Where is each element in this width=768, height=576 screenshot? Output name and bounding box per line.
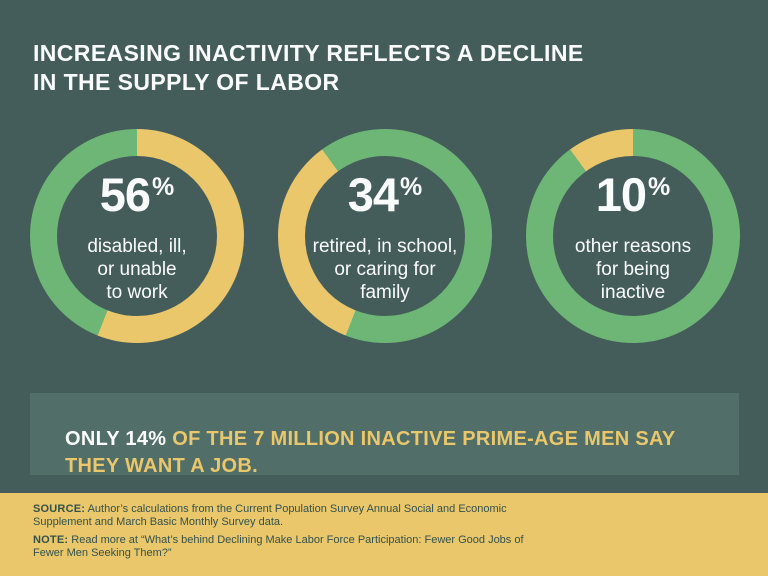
note-label: NOTE: [33,534,69,546]
donut-value-row: 34% [348,166,423,228]
callout-rest: OF THE 7 MILLION INACTIVE PRIME-AGE MEN … [65,428,676,477]
callout-box: ONLY 14% OF THE 7 MILLION INACTIVE PRIME… [30,393,739,477]
source-text: Author’s calculations from the Current P… [33,503,507,528]
percent-sign: % [400,173,423,201]
donut-label: disabled, ill, or unable to work [87,236,187,303]
donut-hole: 56% disabled, ill, or unable to work [57,156,217,316]
callout-highlight: ONLY 14% [65,428,167,450]
donut-value-row: 56% [100,166,175,228]
donut-label: other reasons for being inactive [574,236,692,303]
note-text: Read more at “What’s behind Declining Ma… [33,534,524,559]
note-note: NOTE: Read more at “What’s behind Declin… [33,534,541,560]
source-label: SOURCE: [33,503,86,515]
source-note: SOURCE: Author’s calculations from the C… [33,503,541,529]
percent-sign: % [152,173,175,201]
donut-hole: 10% other reasons for being inactive [553,156,713,316]
page-title: INCREASING INACTIVITY REFLECTS A DECLINE… [33,40,584,96]
donut-value: 34 [347,168,399,221]
donut-value: 56 [99,168,151,221]
donut-value: 10 [595,168,647,221]
donut-chart-disabled: 56% disabled, ill, or unable to work [30,129,244,343]
donut-chart-other: 10% other reasons for being inactive [526,129,740,343]
callout-text: ONLY 14% OF THE 7 MILLION INACTIVE PRIME… [65,426,709,480]
donut-value-row: 10% [596,166,671,228]
donut-label: retired, in school, or caring for family [312,236,458,303]
percent-sign: % [648,173,671,201]
donut-hole: 34% retired, in school, or caring for fa… [305,156,465,316]
donut-chart-retired: 34% retired, in school, or caring for fa… [278,129,492,343]
footer-band: SOURCE: Author’s calculations from the C… [0,493,768,576]
footer-notes: SOURCE: Author’s calculations from the C… [33,503,541,565]
